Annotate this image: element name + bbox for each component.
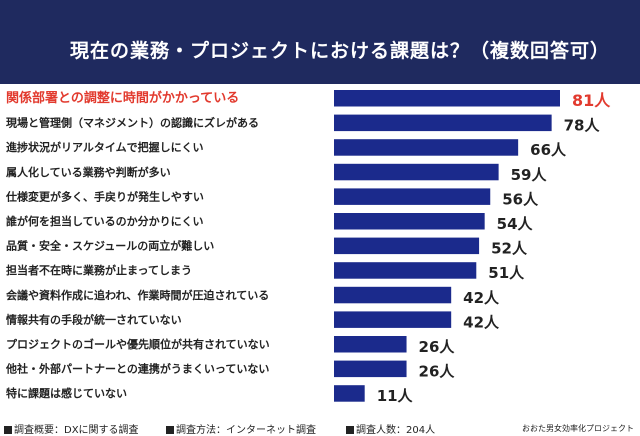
bar — [334, 139, 519, 156]
value-label: 81人 — [572, 91, 611, 110]
bar — [334, 286, 452, 304]
bar — [334, 385, 365, 402]
survey-method-text: 調査方法：インターネット調査 — [176, 425, 316, 436]
value-label: 78人 — [564, 117, 601, 135]
bar — [334, 188, 491, 205]
bar — [334, 311, 452, 328]
survey-overview-item: 調査概要：DXに関する調査 — [4, 421, 139, 436]
bar — [334, 114, 552, 132]
value-label: 54人 — [497, 215, 534, 233]
category-label: 誰が何を担当しているのか分かりにくい — [6, 214, 203, 228]
survey-footer: 調査概要：DXに関する調査 調査方法：インターネット調査 調査人数：204人 お… — [0, 418, 640, 436]
bar — [334, 336, 407, 353]
category-label: 関係部署との調整に時間がかかっている — [6, 90, 239, 106]
survey-overview-text: 調査概要：DXに関する調査 — [14, 425, 139, 436]
bar — [334, 163, 499, 181]
square-bullet-icon — [4, 426, 12, 434]
value-label: 42人 — [463, 313, 500, 331]
category-label: プロジェクトのゴールや優先順位が共有されていない — [6, 337, 270, 351]
value-label: 26人 — [419, 338, 456, 356]
square-bullet-icon — [166, 426, 174, 434]
category-label: 情報共有の手段が統一されていない — [6, 312, 182, 326]
category-label: 仕様変更が多く、手戻りが発生しやすい — [5, 189, 204, 203]
respondents-item: 調査人数：204人 — [346, 421, 435, 436]
bar-chart: 関係部署との調整に時間がかかっている 81人現場と管理側（マネジメント）の認識にズ… — [5, 90, 611, 405]
credit-text: おおた男女効率化プロジェクト — [522, 424, 634, 433]
bar — [334, 90, 560, 107]
value-label: 26人 — [419, 363, 456, 381]
bar — [334, 262, 477, 279]
value-label: 66人 — [530, 141, 567, 159]
category-label: 他社・外部パートナーとの連携がうまくいっていない — [5, 362, 269, 376]
respondents-text: 調査人数：204人 — [356, 425, 436, 436]
category-label: 品質・安全・スケジュールの両立が難しい — [6, 239, 214, 253]
value-label: 11人 — [377, 387, 414, 405]
chart-title: 現在の業務・プロジェクトにおける課題は？（複数回答可） — [70, 40, 611, 62]
value-label: 42人 — [463, 289, 500, 307]
category-label: 担当者不在時に業務が止まってしまう — [6, 263, 192, 277]
value-label: 59人 — [511, 166, 548, 184]
survey-method-item: 調査方法：インターネット調査 — [166, 421, 316, 436]
category-label: 進捗状況がリアルタイムで把握しにくい — [6, 140, 203, 154]
value-label: 52人 — [491, 240, 528, 258]
category-label: 会議や資料作成に追われ、作業時間が圧迫されている — [6, 288, 269, 302]
category-label: 現場と管理側（マネジメント）の認識にズレがある — [6, 116, 259, 130]
bar — [334, 237, 480, 255]
category-label: 属人化している業務や判断が多い — [6, 165, 171, 179]
value-label: 56人 — [502, 190, 539, 208]
value-label: 51人 — [488, 264, 525, 282]
square-bullet-icon — [346, 426, 354, 434]
chart-header: 現在の業務・プロジェクトにおける課題は？（複数回答可） — [0, 0, 640, 84]
bar — [334, 213, 485, 230]
bar — [334, 360, 407, 378]
category-label: 特に課題は感じていない — [6, 386, 127, 400]
